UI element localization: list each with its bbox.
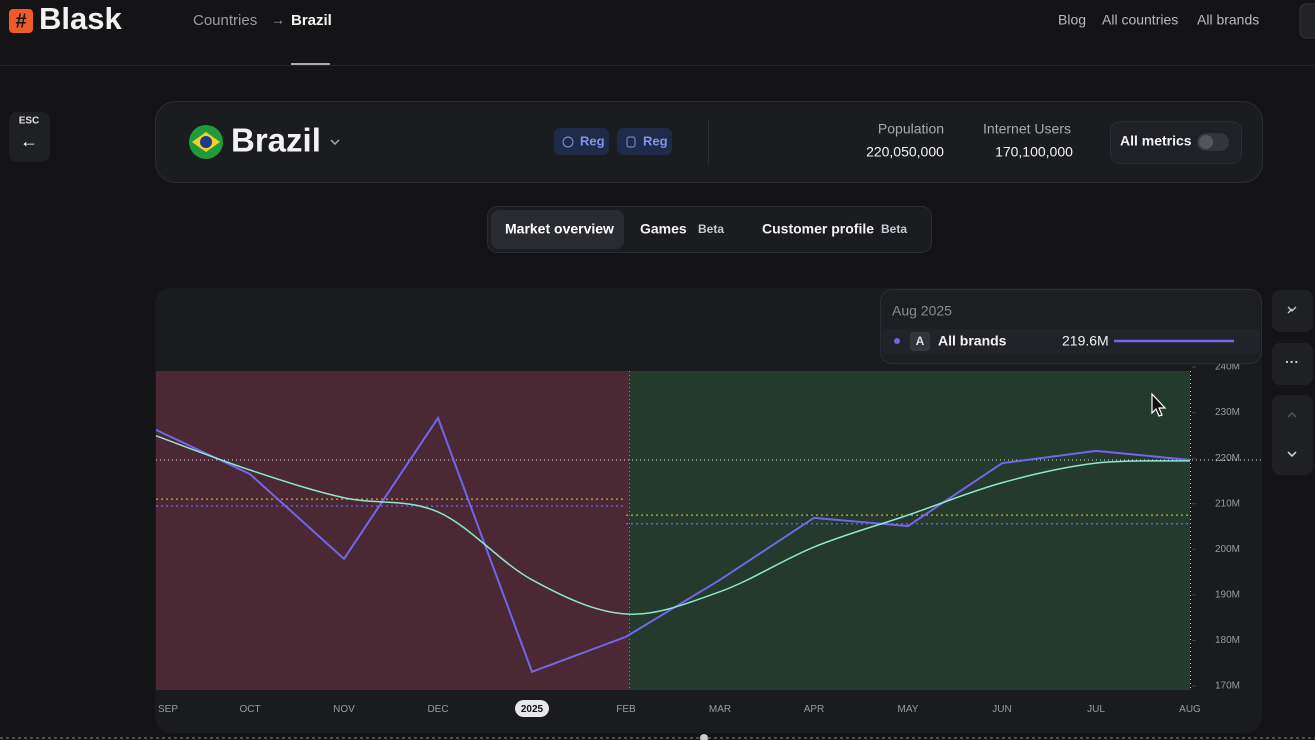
y-tick-label: 240M [1215, 362, 1240, 373]
active-tab [491, 210, 624, 249]
active-underline [291, 63, 330, 65]
badge[interactable] [617, 128, 672, 155]
toggle-label: All metrics [1120, 133, 1192, 149]
plot: 170M 180M 190M 200M 210M 220M 230M 240M SEP OCT NO… [155, 362, 1262, 717]
y-tick-label: 220M [1215, 453, 1240, 464]
toggle-knob [1199, 135, 1213, 149]
stat-label: Internet Users [983, 121, 1071, 137]
x-tick-label: AUG [1179, 704, 1201, 715]
breadcrumb[interactable]: Brazil [291, 12, 332, 29]
x-tick-label: APR [804, 704, 825, 715]
menu-button[interactable] [1272, 343, 1313, 385]
nav-buttons [1272, 395, 1313, 475]
badge-icon [626, 136, 636, 148]
logo[interactable]: # Blask [9, 1, 122, 36]
stat-value: 220,050,000 [866, 144, 944, 160]
logo-text: Blask [39, 1, 122, 36]
legend-label: All brands [938, 333, 1007, 349]
x-tick-label: SEP [158, 704, 178, 715]
y-tick-label: 170M [1215, 681, 1240, 692]
collapse-icon [1287, 306, 1297, 314]
badge[interactable] [554, 128, 609, 155]
breadcrumb[interactable]: Countries [193, 12, 257, 29]
tooltip-badge: A [916, 334, 925, 348]
year-pill [515, 700, 549, 717]
tooltip-value: 219.6M [1062, 333, 1109, 349]
esc-bg [9, 112, 50, 162]
tab-tag: Beta [881, 222, 907, 236]
x-tick-label: OCT [239, 704, 260, 715]
x-tick-label: DEC [427, 704, 448, 715]
tooltip-badge-bg [910, 332, 930, 351]
tab[interactable]: Market overview [505, 221, 614, 237]
menu-icon: ··· [1285, 354, 1299, 370]
tooltip-row [882, 329, 1260, 354]
y-tick-label: 190M [1215, 589, 1240, 600]
nav-link[interactable]: Blog [1058, 12, 1086, 28]
x-tick-label: MAY [898, 704, 919, 715]
x-tick-label: FEB [616, 704, 636, 715]
badge-text: Reg [643, 133, 668, 148]
back-arrow: ← [20, 131, 38, 151]
avatar[interactable] [1299, 3, 1315, 39]
x-tick-label: NOV [333, 704, 355, 715]
series-line [155, 435, 1191, 615]
tab[interactable]: Customer profile [762, 221, 874, 237]
nav-link[interactable]: All countries [1102, 12, 1178, 28]
flag-globe [200, 136, 212, 148]
tab[interactable]: Games [640, 221, 687, 237]
decline-region [156, 371, 629, 690]
country-name[interactable]: Brazil [231, 122, 321, 159]
stat-label: Population [878, 121, 944, 137]
badge-text: Reg [580, 133, 605, 148]
x-tick-label: MAR [709, 704, 731, 715]
up-button[interactable] [1287, 411, 1297, 418]
y-tick-label: 230M [1215, 407, 1240, 418]
growth-region [629, 371, 1190, 690]
badge-icon [562, 136, 574, 148]
esc-button[interactable]: ESC ← [9, 112, 50, 162]
arrow: → [271, 12, 285, 28]
toggle-box [1110, 121, 1242, 164]
cursor [1151, 392, 1167, 417]
y-tick-label: 210M [1215, 498, 1240, 509]
tooltip-title: Aug 2025 [892, 303, 952, 319]
chevron [330, 139, 340, 146]
logo-hash: # [15, 10, 26, 32]
down-button[interactable] [1287, 451, 1297, 458]
nav-link[interactable]: All brands [1197, 12, 1259, 28]
y-tick-label: 200M [1215, 544, 1240, 555]
x-tick-label: 2025 [521, 704, 544, 715]
y-tick-label: 180M [1215, 635, 1240, 646]
x-tick-label: JUN [992, 704, 1011, 715]
x-tick-label: JUL [1087, 704, 1105, 715]
esc-label: ESC [19, 116, 40, 127]
stat-value: 170,100,000 [995, 144, 1073, 160]
scroll-thumb[interactable] [700, 734, 708, 740]
logo-icon [9, 9, 33, 33]
legend-dot [894, 338, 900, 344]
tab-tag: Beta [698, 222, 724, 236]
